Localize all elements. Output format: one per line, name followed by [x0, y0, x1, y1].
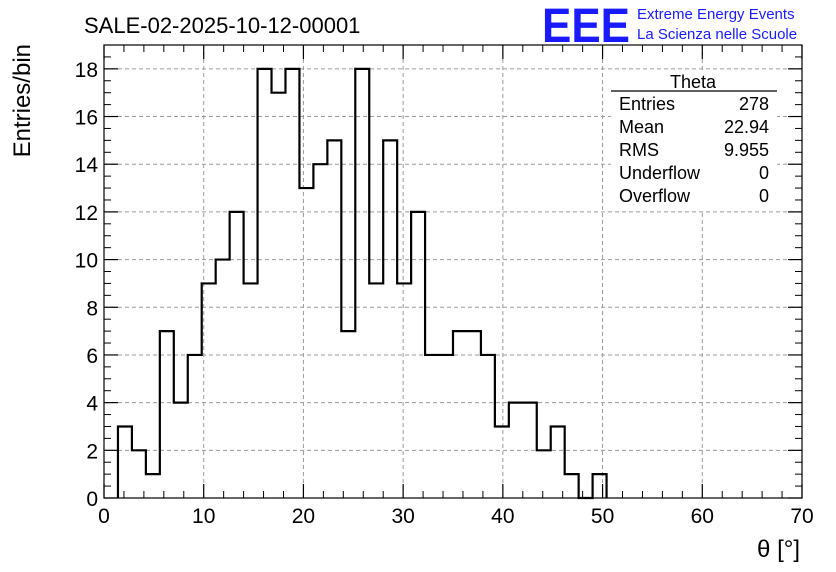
- grid-lines: [104, 45, 802, 498]
- histogram-bin: [272, 93, 286, 498]
- histogram-bin: [146, 474, 160, 498]
- stats-value-underflow: 0: [759, 163, 769, 183]
- stats-value-overflow: 0: [759, 186, 769, 206]
- y-tick-label: 2: [86, 440, 98, 463]
- y-tick-label: 14: [75, 154, 99, 177]
- stats-label-overflow: Overflow: [619, 186, 691, 206]
- histogram-bin: [495, 426, 509, 498]
- x-tick-label: 20: [292, 505, 315, 528]
- histogram-bin: [244, 283, 258, 498]
- stats-box: Theta Entries 278 Mean 22.94 RMS 9.955 U…: [611, 70, 777, 210]
- histogram-bin: [216, 260, 230, 498]
- y-tick-label: 8: [86, 297, 98, 320]
- x-tick-label: 0: [98, 505, 110, 528]
- x-tick-label: 60: [691, 505, 714, 528]
- y-tick-label: 6: [86, 345, 98, 368]
- x-axis-label: θ [°]: [757, 536, 800, 563]
- x-tick-label: 70: [790, 505, 813, 528]
- histogram-bin: [481, 355, 495, 498]
- stats-value-rms: 9.955: [724, 140, 769, 160]
- histogram-bin: [132, 450, 146, 498]
- histogram-bin: [355, 69, 369, 498]
- y-tick-label: 12: [75, 202, 98, 225]
- histogram-bin: [160, 331, 174, 498]
- run-title: SALE-02-2025-10-12-00001: [84, 13, 360, 38]
- y-tick-label: 4: [86, 393, 98, 416]
- histogram-bin: [313, 164, 327, 498]
- histogram-bin: [509, 403, 523, 498]
- histogram-bin: [523, 403, 537, 498]
- x-tick-label: 10: [192, 505, 215, 528]
- histogram-bin: [453, 331, 467, 498]
- histogram-bin: [341, 331, 355, 498]
- stats-box-background: [611, 70, 777, 210]
- histogram-bin: [593, 474, 607, 498]
- y-tick-label: 18: [75, 59, 98, 82]
- histogram-bin: [174, 403, 188, 498]
- histogram-bin: [439, 355, 453, 498]
- histogram-bin: [467, 331, 481, 498]
- stats-label-mean: Mean: [619, 117, 664, 137]
- stats-label-rms: RMS: [619, 140, 659, 160]
- histogram-steps: [116, 67, 608, 500]
- histogram-bin: [397, 283, 411, 498]
- axis-ticks: [103, 44, 803, 499]
- stats-value-entries: 278: [739, 94, 769, 114]
- histogram-bin: [285, 69, 299, 498]
- stats-title: Theta: [670, 72, 717, 92]
- x-tick-label: 50: [591, 505, 614, 528]
- stats-value-mean: 22.94: [724, 117, 769, 137]
- y-tick-label: 16: [75, 107, 98, 130]
- histogram-bin: [551, 426, 565, 498]
- y-tick-label: 10: [75, 250, 98, 273]
- histogram-bin: [383, 140, 397, 498]
- histogram-bin: [118, 426, 132, 498]
- histogram-bin: [565, 474, 579, 498]
- histogram-bin: [299, 188, 313, 498]
- stats-label-entries: Entries: [619, 94, 675, 114]
- histogram-bin: [188, 355, 202, 498]
- histogram-bin: [411, 212, 425, 498]
- eee-logo: EEE: [542, 0, 630, 53]
- histogram-bin: [425, 355, 439, 498]
- y-axis-label: Entries/bin: [9, 44, 36, 157]
- histogram-bin: [202, 283, 216, 498]
- histogram-bin: [230, 212, 244, 498]
- histogram-bin: [537, 450, 551, 498]
- x-tick-label: 40: [491, 505, 514, 528]
- x-tick-label: 30: [391, 505, 414, 528]
- logo-line-1: Extreme Energy Events: [637, 6, 795, 23]
- stats-label-underflow: Underflow: [619, 163, 701, 183]
- y-tick-label: 0: [86, 488, 98, 511]
- histogram-bin: [327, 140, 341, 498]
- histogram-bin: [258, 69, 272, 498]
- logo-line-2: La Scienza nelle Scuole: [637, 26, 797, 43]
- tick-labels: 0 10 20 30 40 50 60 70 0 2 4 6 8 10 12 14 16 18: [75, 59, 814, 528]
- histogram-outline: [116, 67, 608, 500]
- histogram-bin: [369, 283, 383, 498]
